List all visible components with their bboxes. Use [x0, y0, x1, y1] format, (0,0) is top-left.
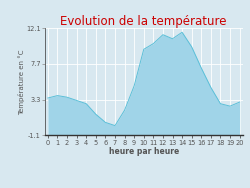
Y-axis label: Température en °C: Température en °C [18, 49, 25, 114]
Title: Evolution de la température: Evolution de la température [60, 15, 227, 28]
X-axis label: heure par heure: heure par heure [108, 147, 179, 156]
